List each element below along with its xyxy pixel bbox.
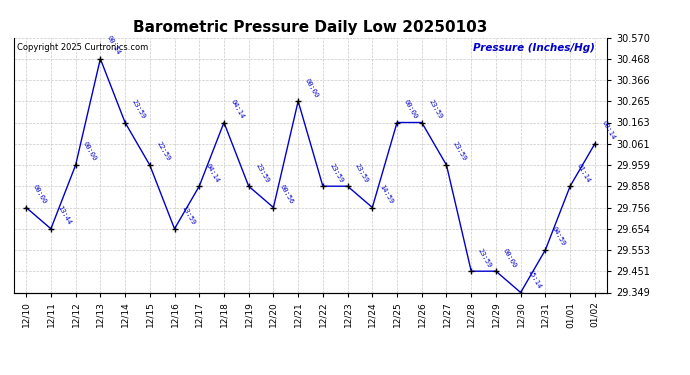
- Text: 15:14: 15:14: [526, 268, 542, 290]
- Title: Barometric Pressure Daily Low 20250103: Barometric Pressure Daily Low 20250103: [133, 20, 488, 35]
- Text: 23:59: 23:59: [477, 247, 493, 268]
- Text: 04:14: 04:14: [230, 98, 246, 120]
- Text: 13:44: 13:44: [57, 205, 72, 226]
- Text: 23:59: 23:59: [353, 162, 369, 183]
- Text: 22:59: 22:59: [155, 141, 171, 162]
- Text: 23:59: 23:59: [130, 98, 146, 120]
- Text: 00:56: 00:56: [279, 183, 295, 205]
- Text: 04:59: 04:59: [551, 226, 566, 247]
- Text: Copyright 2025 Curtronics.com: Copyright 2025 Curtronics.com: [17, 43, 148, 52]
- Text: 23:59: 23:59: [328, 162, 344, 183]
- Text: 23:59: 23:59: [254, 162, 270, 183]
- Text: 13:59: 13:59: [180, 205, 196, 226]
- Text: 00:00: 00:00: [81, 141, 97, 162]
- Text: 00:00: 00:00: [402, 98, 418, 120]
- Text: 04:14: 04:14: [205, 162, 221, 183]
- Text: 00:14: 00:14: [106, 34, 121, 56]
- Text: 00:00: 00:00: [304, 77, 319, 98]
- Text: 00:14: 00:14: [600, 120, 616, 141]
- Text: Pressure (Inches/Hg): Pressure (Inches/Hg): [473, 43, 595, 52]
- Text: 23:59: 23:59: [452, 141, 468, 162]
- Text: 01:14: 01:14: [575, 162, 591, 183]
- Text: 14:59: 14:59: [378, 183, 394, 205]
- Text: 23:59: 23:59: [427, 98, 443, 120]
- Text: 00:00: 00:00: [502, 247, 518, 268]
- Text: 00:00: 00:00: [32, 183, 48, 205]
